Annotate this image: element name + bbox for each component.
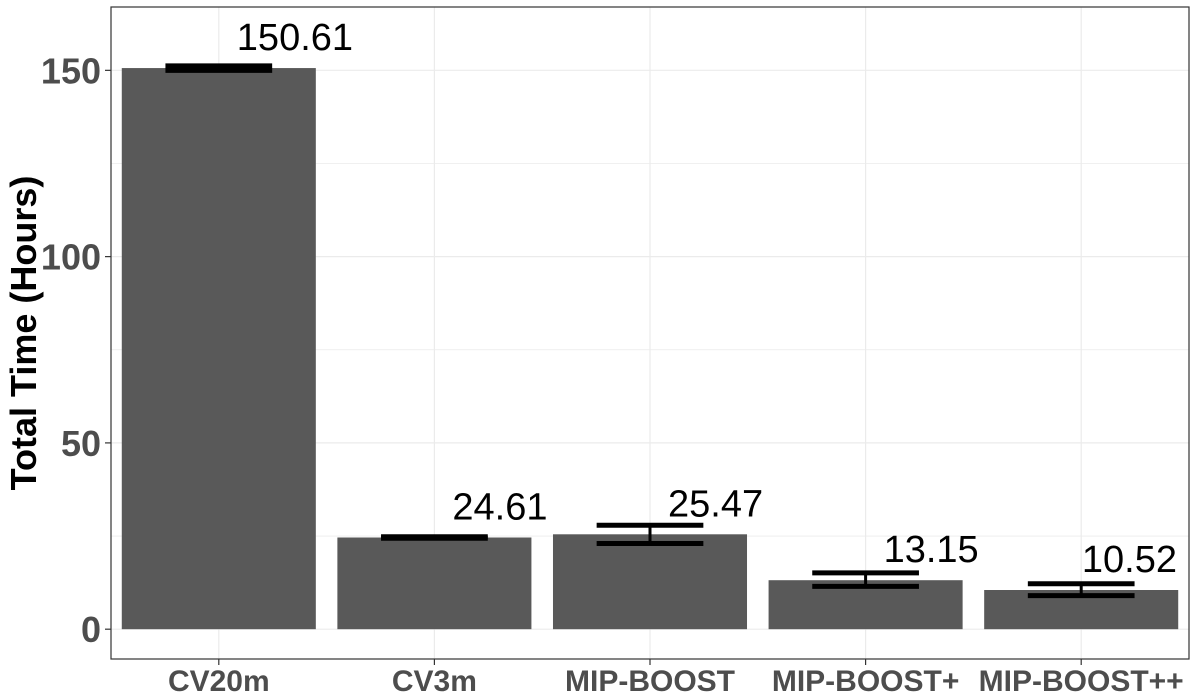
x-tick-label: MIP-BOOST+	[772, 665, 960, 698]
y-tick-label: 100	[41, 237, 101, 278]
error-bars	[165, 63, 1135, 599]
y-axis-title: Total Time (Hours)	[3, 176, 44, 491]
data-label: 24.61	[452, 487, 547, 529]
x-tick-label: CV3m	[392, 665, 477, 698]
y-axis-ticks: 0 50 100 150	[41, 50, 111, 650]
data-labels: 150.61 24.61 25.47 13.15 10.52	[237, 17, 1177, 581]
y-tick-label: 50	[61, 423, 101, 464]
data-label: 25.47	[668, 483, 763, 525]
x-axis-ticks: CV20m CV3m MIP-BOOST MIP-BOOST+ MIP-BOOST++	[168, 659, 1184, 698]
data-label: 10.52	[1082, 539, 1177, 581]
x-tick-label: MIP-BOOST	[565, 665, 735, 698]
bar	[121, 68, 316, 630]
y-tick-label: 0	[81, 609, 101, 650]
x-tick-label: MIP-BOOST++	[979, 665, 1184, 698]
bar	[552, 534, 748, 630]
data-label: 150.61	[237, 17, 353, 59]
data-label: 13.15	[884, 529, 979, 571]
x-tick-label: CV20m	[168, 665, 270, 698]
bars	[121, 68, 1179, 630]
bar	[337, 537, 532, 630]
y-tick-label: 150	[41, 50, 101, 91]
